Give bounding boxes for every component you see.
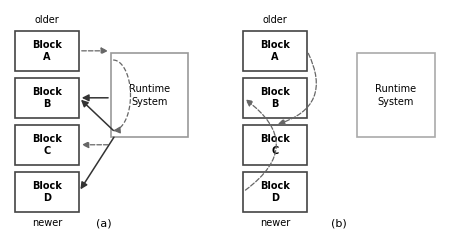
Text: (b): (b) xyxy=(331,219,347,229)
Bar xyxy=(243,31,307,70)
Text: Runtime
System: Runtime System xyxy=(375,84,417,106)
Bar xyxy=(243,78,307,118)
Bar xyxy=(243,172,307,212)
Text: Block
D: Block D xyxy=(32,180,62,203)
Text: Block
C: Block C xyxy=(32,134,62,156)
Text: Runtime
System: Runtime System xyxy=(129,84,170,106)
Text: Block
B: Block B xyxy=(32,86,62,109)
Text: Block
D: Block D xyxy=(260,180,290,203)
Text: Block
C: Block C xyxy=(260,134,290,156)
Text: Block
A: Block A xyxy=(32,40,62,62)
Text: Block
A: Block A xyxy=(260,40,290,62)
Text: newer: newer xyxy=(32,218,62,228)
Bar xyxy=(15,172,79,212)
Bar xyxy=(357,53,435,137)
Bar xyxy=(15,31,79,70)
Text: older: older xyxy=(263,15,287,25)
Bar xyxy=(15,78,79,118)
Bar xyxy=(111,53,189,137)
Text: older: older xyxy=(34,15,59,25)
Text: newer: newer xyxy=(260,218,290,228)
Text: (a): (a) xyxy=(96,219,112,229)
Text: Block
B: Block B xyxy=(260,86,290,109)
Bar xyxy=(243,125,307,164)
Bar xyxy=(15,125,79,164)
